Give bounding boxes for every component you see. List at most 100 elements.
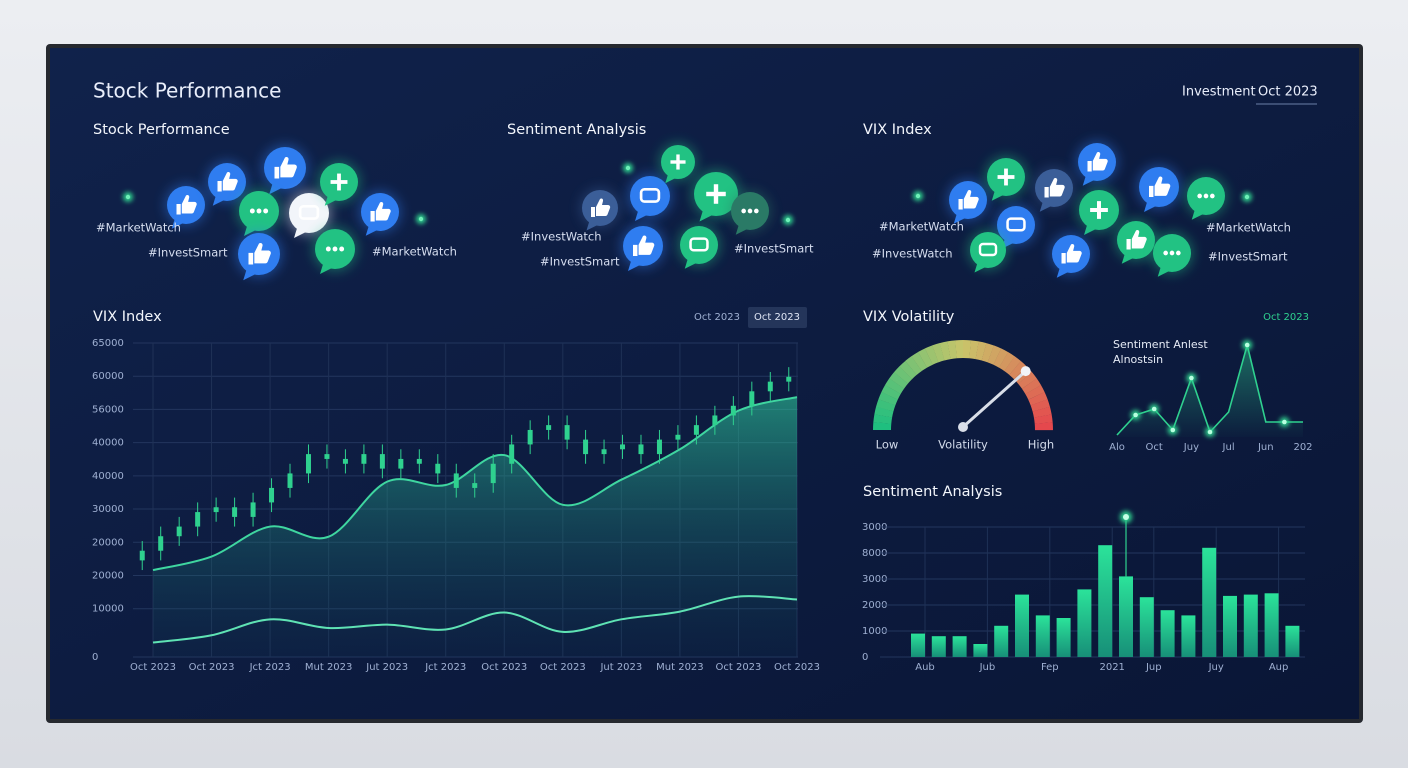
area xyxy=(153,397,797,657)
gauge-segment xyxy=(1009,361,1027,380)
gauge-segment xyxy=(1018,372,1037,389)
bubble-icon xyxy=(978,242,998,257)
period: Oct 2023 xyxy=(754,312,800,323)
bar xyxy=(1223,595,1237,657)
y-tick-label: 40000 xyxy=(92,438,124,449)
gauge-segment xyxy=(1030,399,1050,412)
point xyxy=(1244,342,1250,348)
hashtag: #InvestSmart xyxy=(148,246,228,260)
candle-body xyxy=(675,434,681,440)
dot-icon xyxy=(332,246,338,252)
x-tick-label: Juy xyxy=(1183,442,1199,453)
bar xyxy=(1098,545,1113,657)
gauge-label: Volatility xyxy=(938,438,988,452)
gauge-segment xyxy=(918,348,933,368)
candle-body xyxy=(305,454,311,474)
candle-body xyxy=(324,454,330,459)
page-title: Stock Performance xyxy=(93,79,281,103)
y-tick-label: 20000 xyxy=(92,537,124,548)
spark xyxy=(785,217,791,223)
y-tick-label: 10000 xyxy=(92,604,124,615)
panel-title: Sentiment Analysis xyxy=(507,122,646,138)
y-tick-label: 56000 xyxy=(92,404,124,415)
y-tick-label: 3000 xyxy=(862,522,887,533)
reaction-bubble xyxy=(1185,175,1227,220)
x-tick-label: Aup xyxy=(1269,662,1289,673)
y-tick-label: 0 xyxy=(862,652,868,663)
candle-body xyxy=(158,536,164,551)
thumb-icon xyxy=(1087,151,1108,172)
thumb-icon xyxy=(591,198,611,217)
chat-icon xyxy=(298,204,320,220)
candle-body xyxy=(712,415,718,426)
x-tick-label: Mut 2023 xyxy=(656,662,704,673)
reaction-bubble xyxy=(237,189,281,236)
x-tick-label: Alo xyxy=(1109,442,1125,453)
hashtag: #InvestWatch xyxy=(872,247,953,261)
gauge-segment xyxy=(894,366,913,384)
gauge-segment xyxy=(1021,378,1042,395)
bubble-icon xyxy=(1163,250,1181,256)
x-tick-label: Fep xyxy=(1041,662,1059,673)
bar xyxy=(1285,625,1300,657)
bar xyxy=(973,644,988,657)
gauge-segment xyxy=(1028,391,1048,406)
plus-icon xyxy=(676,154,680,170)
dot-icon xyxy=(1203,193,1209,199)
y-tick-label: 2000 xyxy=(862,600,887,611)
gauge-segment xyxy=(1025,385,1045,400)
chat-icon xyxy=(689,237,709,252)
gauge-segment xyxy=(1032,406,1052,418)
candle-body xyxy=(176,526,182,537)
bubble xyxy=(680,226,718,264)
thumb-icon xyxy=(248,242,271,265)
bubble-icon xyxy=(1044,177,1065,198)
tab[interactable]: Oct 2023 xyxy=(1258,85,1318,100)
point xyxy=(1189,375,1194,381)
plus-icon xyxy=(337,173,341,191)
reaction-bubble xyxy=(1077,188,1121,235)
reaction-bubble xyxy=(985,156,1027,201)
spark xyxy=(625,165,631,171)
dot-icon xyxy=(741,208,746,214)
bar xyxy=(952,636,967,657)
bar xyxy=(1119,576,1133,657)
reaction-bubble xyxy=(691,169,741,222)
bubble-icon xyxy=(633,235,655,256)
hashtag: #InvestSmart xyxy=(1208,250,1288,264)
x-tick-label: Oct 2023 xyxy=(774,662,820,673)
bar xyxy=(1243,594,1258,657)
thumb-icon xyxy=(1061,243,1082,264)
bar xyxy=(1056,618,1071,657)
y-tick-label: 60000 xyxy=(92,371,124,382)
period-box xyxy=(748,307,807,328)
bubble-icon xyxy=(249,208,269,214)
bar xyxy=(1077,589,1092,657)
tab[interactable]: Investment xyxy=(1182,85,1256,100)
candle-body xyxy=(749,391,755,406)
hashtag: #InvestSmart xyxy=(540,255,620,269)
bar xyxy=(1015,594,1029,657)
needle-tip xyxy=(1020,366,1031,377)
candle-body xyxy=(269,487,275,503)
plus-icon xyxy=(713,184,719,204)
spark xyxy=(1244,194,1250,200)
reaction-bubble xyxy=(1076,141,1118,186)
candle-body xyxy=(472,483,478,488)
bar xyxy=(1264,593,1279,657)
bubble xyxy=(289,193,329,233)
bar xyxy=(1139,597,1154,657)
gauge-segment xyxy=(955,340,964,359)
chart-title: Sentiment Anlest xyxy=(1113,338,1208,351)
candle-body xyxy=(730,405,736,416)
y-tick-label: 65000 xyxy=(92,338,124,349)
gauge-needle xyxy=(961,369,1028,429)
gauge-segment xyxy=(876,399,896,412)
bar xyxy=(1202,547,1217,657)
reaction-bubble xyxy=(1137,165,1181,212)
bubble-icon xyxy=(741,208,759,214)
hashtag: #MarketWatch xyxy=(372,245,457,259)
highlight-dot xyxy=(1123,514,1129,520)
gauge-segment xyxy=(947,340,957,360)
